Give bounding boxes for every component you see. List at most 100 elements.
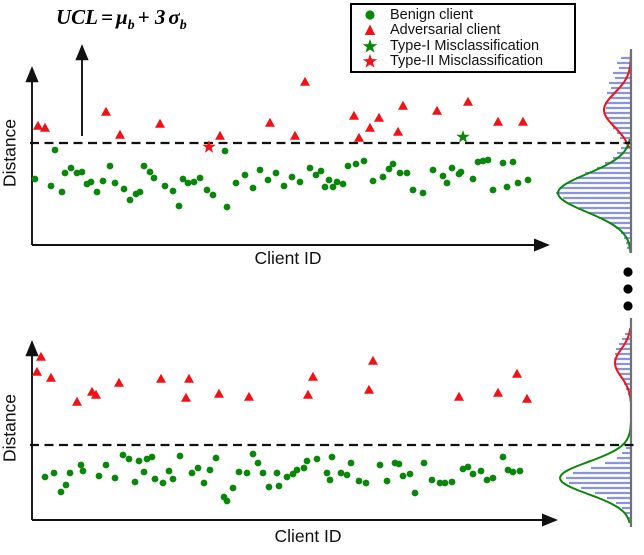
- legend: Benign client Adversarial client Type-I Mi…: [350, 3, 576, 73]
- triangle-marker: [32, 366, 42, 376]
- circle-marker: [259, 469, 267, 477]
- circle-marker: [362, 479, 370, 487]
- triangle-marker: [40, 122, 50, 132]
- circle-marker: [265, 483, 273, 491]
- triangle-marker: [155, 118, 165, 128]
- circle-marker: [131, 478, 139, 486]
- circle-marker: [275, 482, 283, 490]
- circle-marker: [58, 188, 66, 196]
- legend-star-icon: [362, 38, 378, 53]
- legend-star-icon: [362, 54, 378, 68]
- circle-marker: [376, 461, 384, 469]
- triangle-marker: [156, 373, 166, 383]
- circle-marker: [296, 178, 304, 186]
- circle-marker: [50, 469, 58, 477]
- triangle-marker: [512, 368, 522, 378]
- circle-marker: [403, 169, 411, 177]
- benign-density-curve: [558, 423, 632, 523]
- circle-marker: [99, 177, 107, 185]
- ellipsis-dot: [623, 267, 633, 277]
- triangle-marker: [300, 76, 310, 86]
- circle-marker: [399, 472, 407, 480]
- circle-marker: [62, 481, 70, 489]
- circle-marker: [333, 178, 341, 186]
- triangle-marker: [184, 373, 194, 383]
- circle-marker: [93, 188, 101, 196]
- triangle-marker: [364, 384, 374, 394]
- circle-marker: [125, 455, 133, 463]
- circle-marker: [420, 459, 428, 467]
- circle-marker: [406, 470, 414, 478]
- benign-client-points: [41, 450, 524, 505]
- triangle-marker: [214, 388, 224, 398]
- triangle-marker: [368, 355, 378, 365]
- triangle-marker: [215, 130, 225, 140]
- triangle-marker: [115, 129, 125, 139]
- bottom-x-axis-label: Client ID: [274, 526, 342, 546]
- circle-marker: [516, 467, 524, 475]
- adversarial-client-points: [32, 351, 532, 406]
- circle-marker: [328, 453, 336, 461]
- circle-marker: [31, 175, 39, 183]
- circle-marker: [395, 460, 403, 468]
- circle-marker: [355, 477, 363, 485]
- circle-marker: [77, 461, 85, 469]
- circle-marker: [146, 168, 154, 176]
- circle-marker: [329, 183, 337, 191]
- circle-marker: [312, 171, 320, 179]
- triangle-marker: [393, 126, 403, 136]
- circle-marker: [212, 454, 220, 462]
- triangle-marker: [398, 100, 408, 110]
- circle-marker: [95, 472, 103, 480]
- circle-marker: [323, 469, 331, 477]
- circle-marker: [67, 164, 75, 172]
- triangle-marker: [290, 130, 300, 140]
- circle-marker: [241, 171, 249, 179]
- circle-marker: [209, 191, 217, 199]
- circle-marker: [524, 176, 532, 184]
- legend-label: Type-II Misclassification: [390, 53, 544, 69]
- triangle-marker: [365, 122, 375, 132]
- circle-marker: [148, 453, 156, 461]
- type-i-misclassification-points: [456, 130, 470, 143]
- triangle-marker: [33, 120, 43, 130]
- circle-marker: [509, 468, 517, 476]
- benign-density-curve: [557, 139, 632, 253]
- circle-marker: [499, 159, 507, 167]
- triangle-marker: [265, 117, 275, 127]
- legend-item: Benign client: [360, 7, 570, 22]
- circle-marker: [411, 489, 419, 497]
- circle-marker: [243, 469, 251, 477]
- circle-marker: [300, 464, 308, 472]
- circle-marker: [159, 479, 167, 487]
- star-marker: [202, 140, 216, 153]
- star-marker: [456, 130, 470, 143]
- formula-lhs: UCL: [56, 5, 98, 29]
- triangle-marker: [91, 389, 101, 399]
- circle-marker: [223, 203, 231, 211]
- circle-marker: [514, 179, 522, 187]
- legend-circle-icon: [365, 10, 375, 20]
- formula-sub-b1: b: [127, 18, 135, 34]
- adversarial-density-curve: [603, 52, 632, 148]
- circle-marker: [235, 468, 243, 476]
- circle-marker: [256, 166, 264, 174]
- circle-marker: [499, 453, 507, 461]
- circle-marker: [87, 178, 95, 186]
- triangle-marker: [181, 392, 191, 402]
- circle-marker: [325, 176, 333, 184]
- ellipsis-dot: [623, 301, 633, 311]
- bottom-y-axis-label: Distance: [0, 393, 20, 463]
- circle-marker: [66, 469, 74, 477]
- circle-marker: [61, 169, 69, 177]
- top-chart: [25, 49, 633, 253]
- ellipsis-dot: [623, 284, 633, 294]
- circle-marker: [409, 186, 417, 194]
- circle-marker: [140, 468, 148, 476]
- triangle-marker: [114, 377, 124, 387]
- circle-marker: [352, 160, 360, 168]
- circle-marker: [206, 466, 214, 474]
- circle-marker: [369, 177, 377, 185]
- circle-marker: [483, 476, 491, 484]
- circle-marker: [396, 169, 404, 177]
